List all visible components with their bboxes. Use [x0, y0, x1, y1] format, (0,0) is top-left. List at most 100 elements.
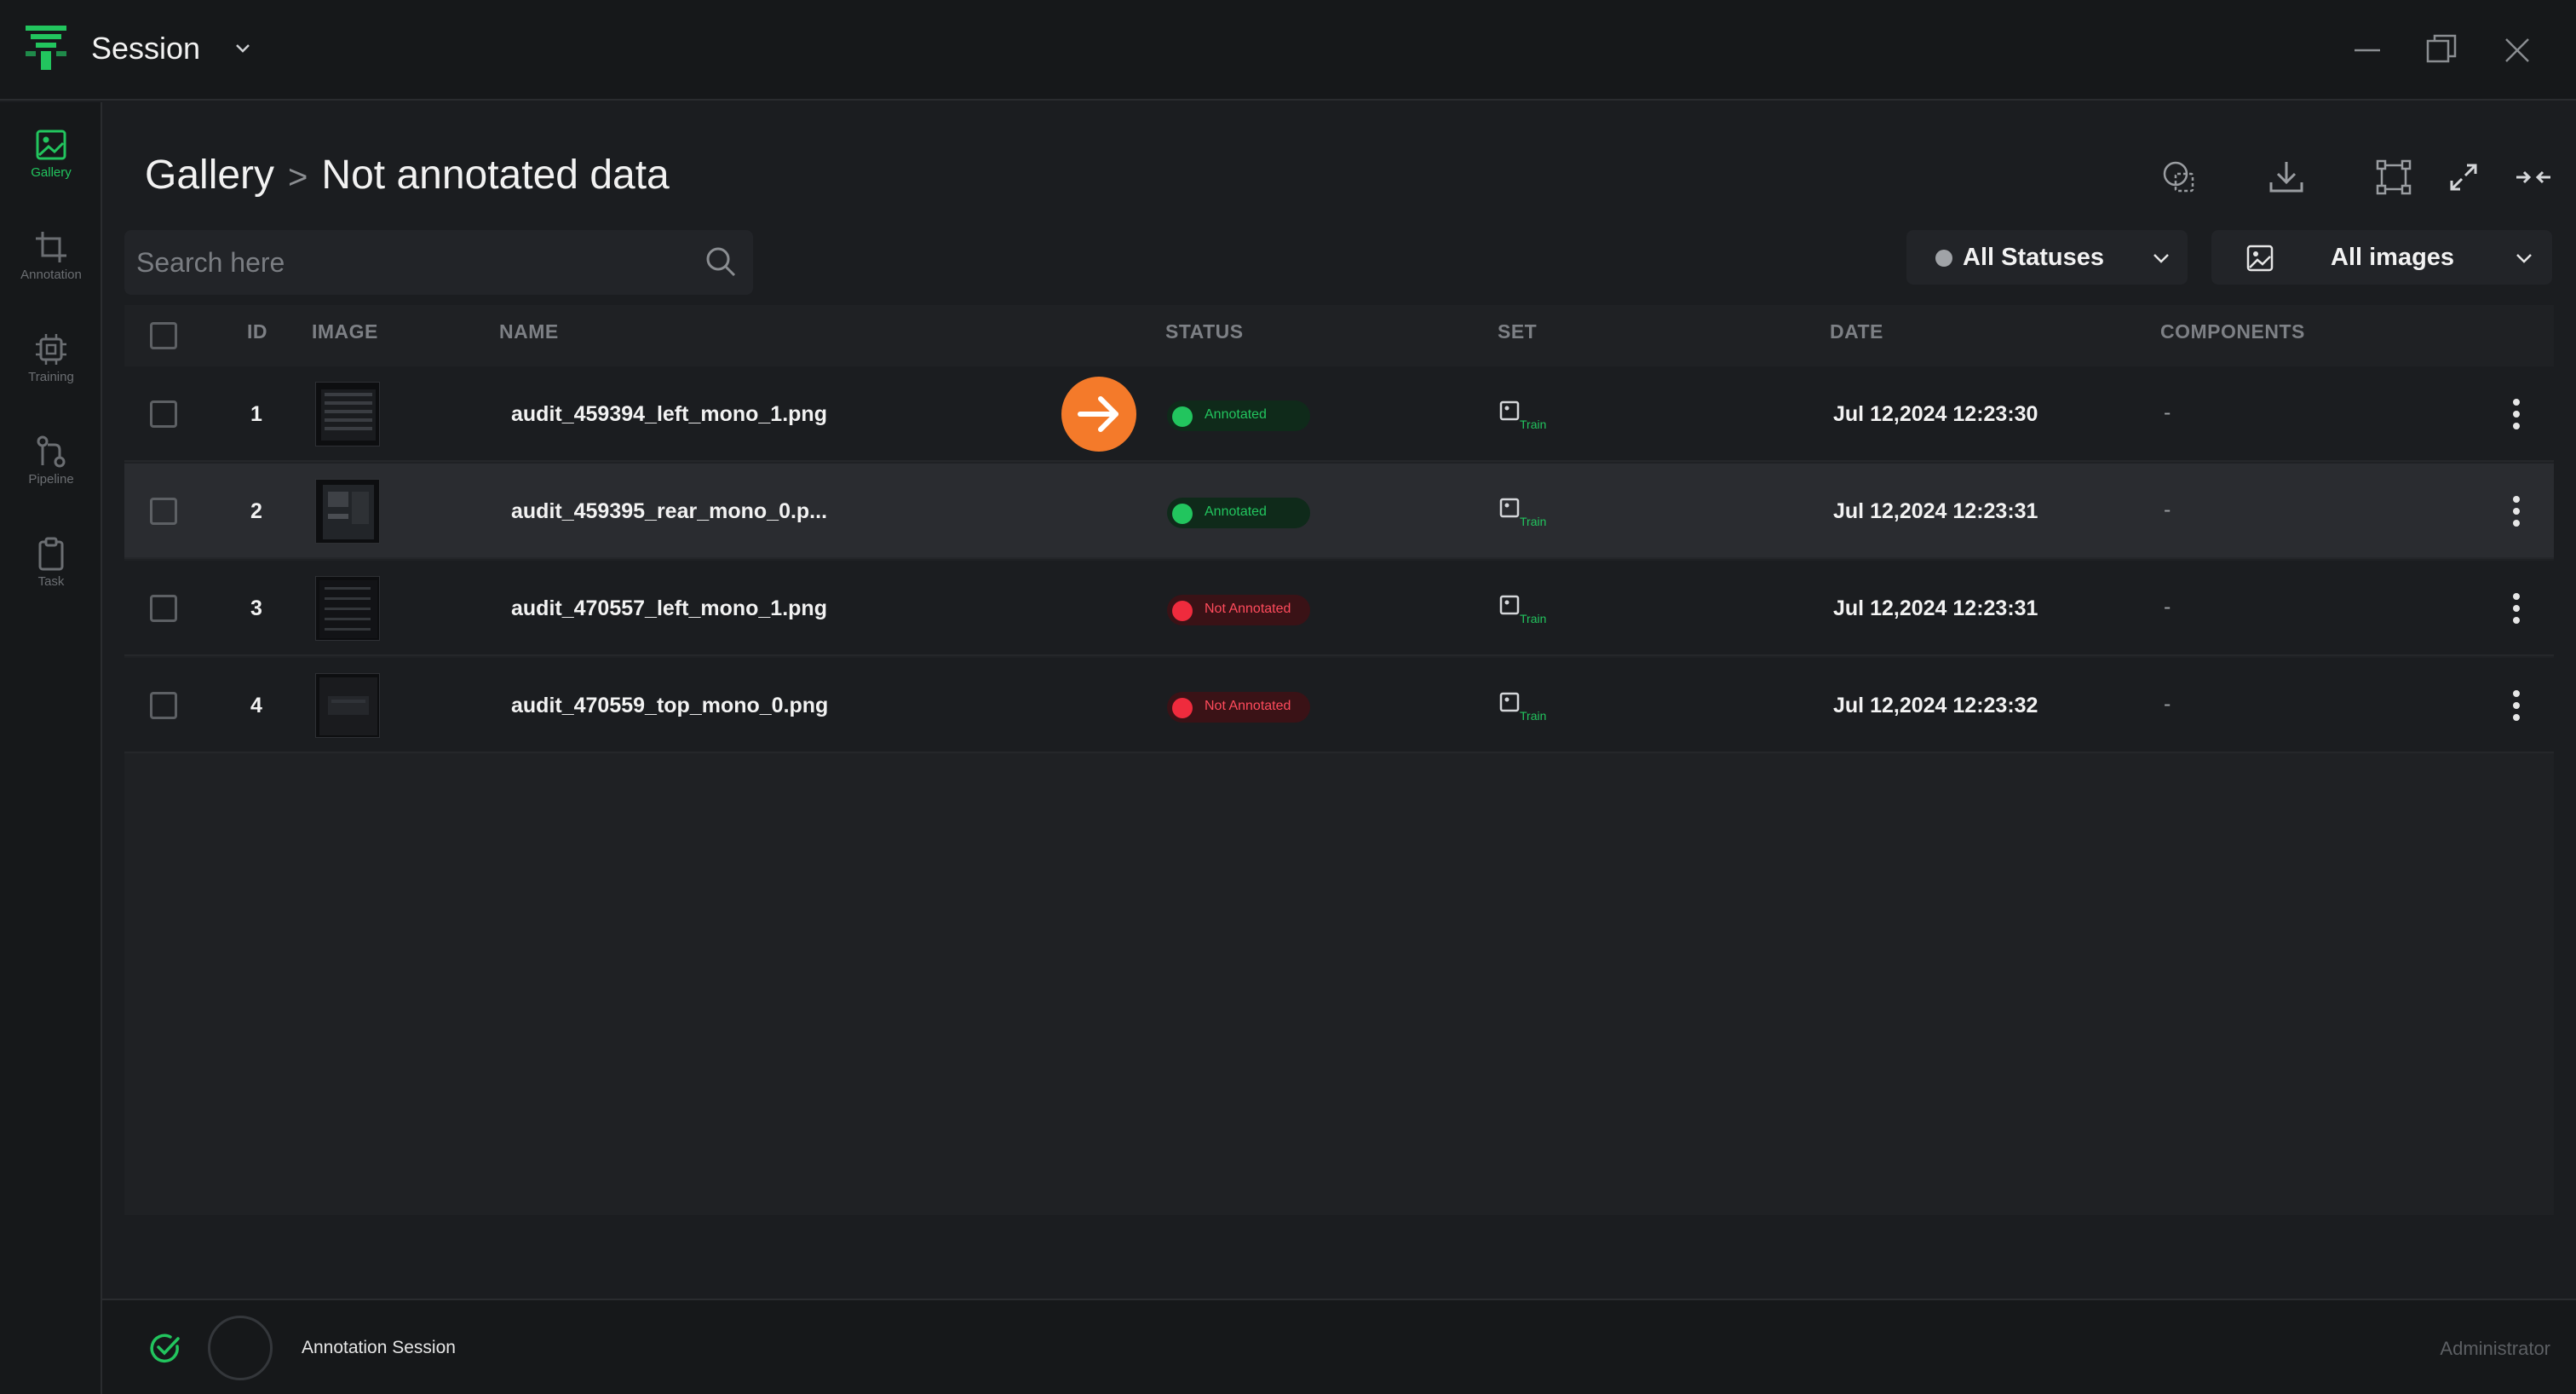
- status-dot: [1172, 698, 1193, 718]
- restore-icon[interactable]: [2423, 31, 2462, 70]
- status-dot: [1172, 504, 1193, 524]
- status-badge: Annotated: [1167, 400, 1310, 431]
- data-table: ID IMAGE NAME STATUS SET DATE COMPONENTS…: [124, 305, 2554, 1215]
- row-name[interactable]: audit_470559_top_mono_0.png: [511, 694, 829, 717]
- session-spinner: [208, 1316, 273, 1380]
- row-checkbox[interactable]: [150, 595, 177, 622]
- app-logo-icon: [26, 26, 66, 70]
- column-header-components: COMPONENTS: [2160, 320, 2305, 343]
- expand-icon[interactable]: [2445, 158, 2482, 196]
- table-header: ID IMAGE NAME STATUS SET DATE COMPONENTS: [124, 305, 2554, 366]
- status-filter-label: All Statuses: [1963, 244, 2104, 271]
- column-header-image: IMAGE: [312, 320, 378, 343]
- image-thumbnail[interactable]: [315, 673, 380, 738]
- crop-frame-icon[interactable]: [2375, 158, 2412, 196]
- status-dot-icon: [1935, 250, 1952, 267]
- table-row[interactable]: 1 audit_459394_left_mono_1.png Annotated…: [124, 366, 2554, 462]
- user-label[interactable]: Administrator: [2440, 1338, 2550, 1359]
- dataset-icon: [1499, 595, 1520, 615]
- images-filter-dropdown[interactable]: All images: [2211, 230, 2552, 285]
- status-filter-dropdown[interactable]: All Statuses: [1906, 230, 2188, 285]
- session-label: Annotation Session: [302, 1338, 456, 1357]
- status-label: Annotated: [1205, 407, 1267, 422]
- search-box: [124, 230, 753, 295]
- status-dot: [1172, 406, 1193, 427]
- download-icon[interactable]: [2268, 158, 2305, 196]
- dataset-icon: [1499, 400, 1520, 421]
- sidebar-item-training[interactable]: Training: [0, 332, 102, 426]
- column-header-status: STATUS: [1165, 320, 1244, 343]
- session-title[interactable]: Session: [91, 31, 201, 66]
- row-name[interactable]: audit_459395_rear_mono_0.p...: [511, 499, 828, 523]
- title-bar: Session: [0, 0, 2576, 101]
- breadcrumb-gallery[interactable]: Gallery: [145, 153, 275, 198]
- compare-icon[interactable]: [2160, 158, 2198, 196]
- set-label: Train: [1520, 515, 1547, 528]
- row-id: 1: [250, 402, 262, 426]
- row-components: -: [2164, 400, 2171, 424]
- row-components: -: [2164, 692, 2171, 716]
- more-options-icon[interactable]: [2511, 397, 2521, 431]
- row-date: Jul 12,2024 12:23:30: [1833, 402, 2038, 426]
- row-id: 4: [250, 694, 262, 717]
- set-label: Train: [1520, 709, 1547, 723]
- row-name[interactable]: audit_470557_left_mono_1.png: [511, 596, 827, 620]
- row-id: 2: [250, 499, 262, 523]
- arrow-right-icon: [1078, 396, 1118, 432]
- crop-icon: [36, 232, 66, 262]
- image-icon: [2246, 245, 2274, 272]
- chip-icon: [36, 334, 66, 365]
- status-label: Not Annotated: [1205, 602, 1291, 616]
- breadcrumb-separator: >: [288, 158, 308, 196]
- sidebar-item-gallery[interactable]: Gallery: [0, 128, 102, 222]
- row-checkbox[interactable]: [150, 692, 177, 719]
- table-row[interactable]: 4 audit_470559_top_mono_0.png Not Annota…: [124, 658, 2554, 753]
- close-icon[interactable]: [2498, 31, 2537, 70]
- column-header-name: NAME: [499, 320, 559, 343]
- page-title: Not annotated data: [321, 153, 670, 198]
- dataset-icon: [1499, 498, 1520, 518]
- minimize-icon[interactable]: [2348, 31, 2387, 70]
- image-thumbnail[interactable]: [315, 382, 380, 446]
- sidebar-item-pipeline[interactable]: Pipeline: [0, 435, 102, 528]
- search-icon[interactable]: [704, 245, 738, 279]
- table-row[interactable]: 2 audit_459395_rear_mono_0.p... Annotate…: [124, 464, 2554, 559]
- set-label: Train: [1520, 612, 1547, 625]
- check-circle-icon: [150, 1334, 180, 1363]
- table-row[interactable]: 3 audit_470557_left_mono_1.png Not Annot…: [124, 561, 2554, 656]
- collapse-icon[interactable]: [2515, 158, 2552, 196]
- row-checkbox[interactable]: [150, 498, 177, 525]
- image-icon: [36, 130, 66, 160]
- column-header-set: SET: [1498, 320, 1538, 343]
- sidebar: Gallery Annotation Training: [0, 102, 102, 1394]
- row-date: Jul 12,2024 12:23:31: [1833, 499, 2038, 523]
- pointer-arrow-highlight: [1061, 377, 1136, 452]
- row-date: Jul 12,2024 12:23:31: [1833, 596, 2038, 620]
- set-label: Train: [1520, 418, 1547, 431]
- images-filter-label: All images: [2331, 244, 2455, 271]
- sidebar-item-label: Pipeline: [28, 472, 74, 487]
- row-checkbox[interactable]: [150, 400, 177, 428]
- more-options-icon[interactable]: [2511, 688, 2521, 723]
- column-header-id: ID: [247, 320, 267, 343]
- clipboard-icon: [38, 537, 64, 571]
- dataset-icon: [1499, 692, 1520, 712]
- more-options-icon[interactable]: [2511, 494, 2521, 528]
- status-badge: Not Annotated: [1167, 692, 1310, 723]
- chevron-down-icon[interactable]: [232, 37, 254, 60]
- image-thumbnail[interactable]: [315, 576, 380, 641]
- row-components: -: [2164, 595, 2171, 619]
- sidebar-item-annotation[interactable]: Annotation: [0, 230, 102, 324]
- image-thumbnail[interactable]: [315, 479, 380, 544]
- chevron-down-icon: [2516, 254, 2532, 263]
- breadcrumb: Gallery > Not annotated data: [145, 152, 670, 199]
- select-all-checkbox[interactable]: [150, 322, 177, 349]
- sidebar-item-task[interactable]: Task: [0, 537, 102, 631]
- status-label: Not Annotated: [1205, 699, 1291, 713]
- status-dot: [1172, 601, 1193, 621]
- sidebar-item-label: Task: [37, 574, 65, 589]
- status-badge: Not Annotated: [1167, 595, 1310, 625]
- more-options-icon[interactable]: [2511, 591, 2521, 625]
- row-name[interactable]: audit_459394_left_mono_1.png: [511, 402, 827, 426]
- search-input[interactable]: [136, 230, 681, 295]
